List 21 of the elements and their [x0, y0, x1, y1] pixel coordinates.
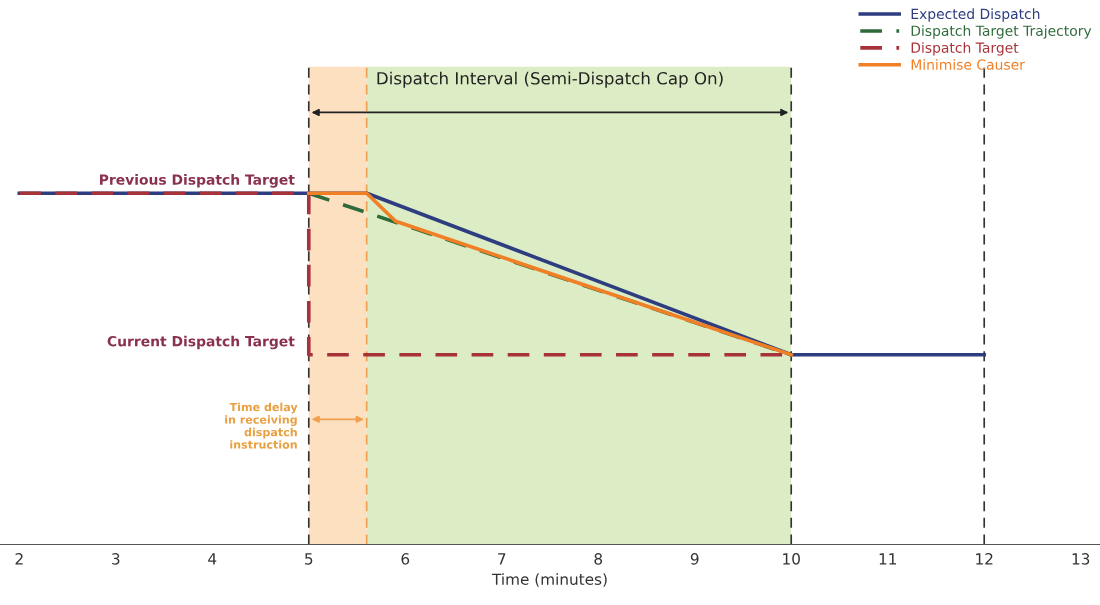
- x-tick-label: 11: [879, 553, 897, 565]
- x-tick-label: 2: [15, 553, 23, 565]
- x-tick-label: 10: [783, 553, 800, 565]
- x-tick-label: 8: [594, 553, 603, 565]
- x-tick-label: 6: [401, 553, 410, 565]
- text: Previous Dispatch Target: [99, 174, 295, 188]
- x-tick-label: 9: [690, 553, 699, 565]
- x-tick-label: 4: [208, 553, 217, 565]
- x-tick-label: 5: [305, 553, 313, 565]
- x-tick-label: 3: [112, 553, 120, 565]
- legend-label: Minimise Causer: [911, 59, 1025, 70]
- annotation: Time delay in receiving dispatch instruction: [225, 402, 298, 449]
- x-tick-label: 13: [1072, 553, 1090, 565]
- x-tick-label: 12: [976, 553, 993, 565]
- legend-label: Dispatch Target Trajectory: [911, 25, 1092, 39]
- x-axis-title: Time (minutes): [491, 573, 607, 587]
- x-tick-label: 7: [498, 553, 506, 565]
- legend-label: Dispatch Target: [911, 42, 1019, 56]
- text: Dispatch Interval (Semi-Dispatch Cap On): [377, 71, 723, 88]
- annotation: Current Dispatch Target: [107, 335, 295, 350]
- legend-label: Expected Dispatch: [911, 8, 1040, 22]
